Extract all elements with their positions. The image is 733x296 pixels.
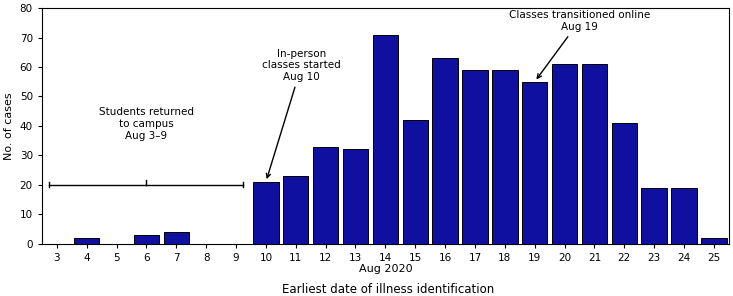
Bar (582, 64, 607, 244)
Text: In-person
classes started
Aug 10: In-person classes started Aug 10 (262, 49, 341, 178)
Y-axis label: No. of cases: No. of cases (4, 92, 14, 160)
Bar (671, 188, 697, 244)
Bar (402, 120, 428, 244)
Text: Classes transitioned online
Aug 19: Classes transitioned online Aug 19 (509, 10, 650, 78)
Text: Earliest date of illness identification: Earliest date of illness identification (282, 283, 495, 296)
Bar (74, 238, 100, 244)
Bar (701, 238, 726, 244)
Bar (133, 235, 159, 244)
Bar (432, 58, 458, 244)
Bar (492, 70, 517, 244)
Bar (283, 176, 309, 244)
Bar (641, 188, 667, 244)
Bar (522, 82, 548, 244)
Bar (253, 182, 279, 244)
Bar (611, 123, 637, 244)
Bar (372, 35, 398, 244)
Bar (463, 70, 487, 244)
Text: Students returned
to campus
Aug 3–9: Students returned to campus Aug 3–9 (99, 107, 194, 141)
Bar (343, 149, 368, 244)
Bar (163, 232, 189, 244)
Bar (313, 147, 339, 244)
Bar (552, 64, 578, 244)
X-axis label: Aug 2020: Aug 2020 (358, 264, 412, 274)
